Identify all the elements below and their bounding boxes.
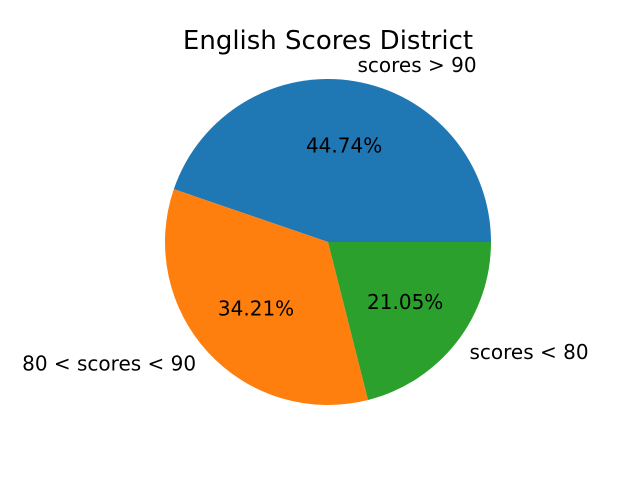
pct-label-scores-90: 44.74% bbox=[306, 134, 382, 158]
slice-label-scores-90: scores > 90 bbox=[357, 53, 476, 77]
slice-label-80-scores-90: 80 < scores < 90 bbox=[22, 351, 196, 375]
slice-label-scores-80: scores < 80 bbox=[470, 340, 589, 364]
slice-scores-80 bbox=[328, 242, 491, 401]
slice-80-scores-90 bbox=[164, 189, 369, 406]
pct-label-80-scores-90: 34.21% bbox=[218, 296, 294, 320]
slice-scores-90 bbox=[173, 78, 491, 242]
pie-slices bbox=[164, 78, 491, 406]
pie-labels: scores > 90 44.74% 80 < scores < 90 34.21% s… bbox=[22, 53, 588, 375]
pct-label-scores-80: 21.05% bbox=[367, 290, 443, 314]
chart-title: English Scores District bbox=[183, 26, 473, 56]
